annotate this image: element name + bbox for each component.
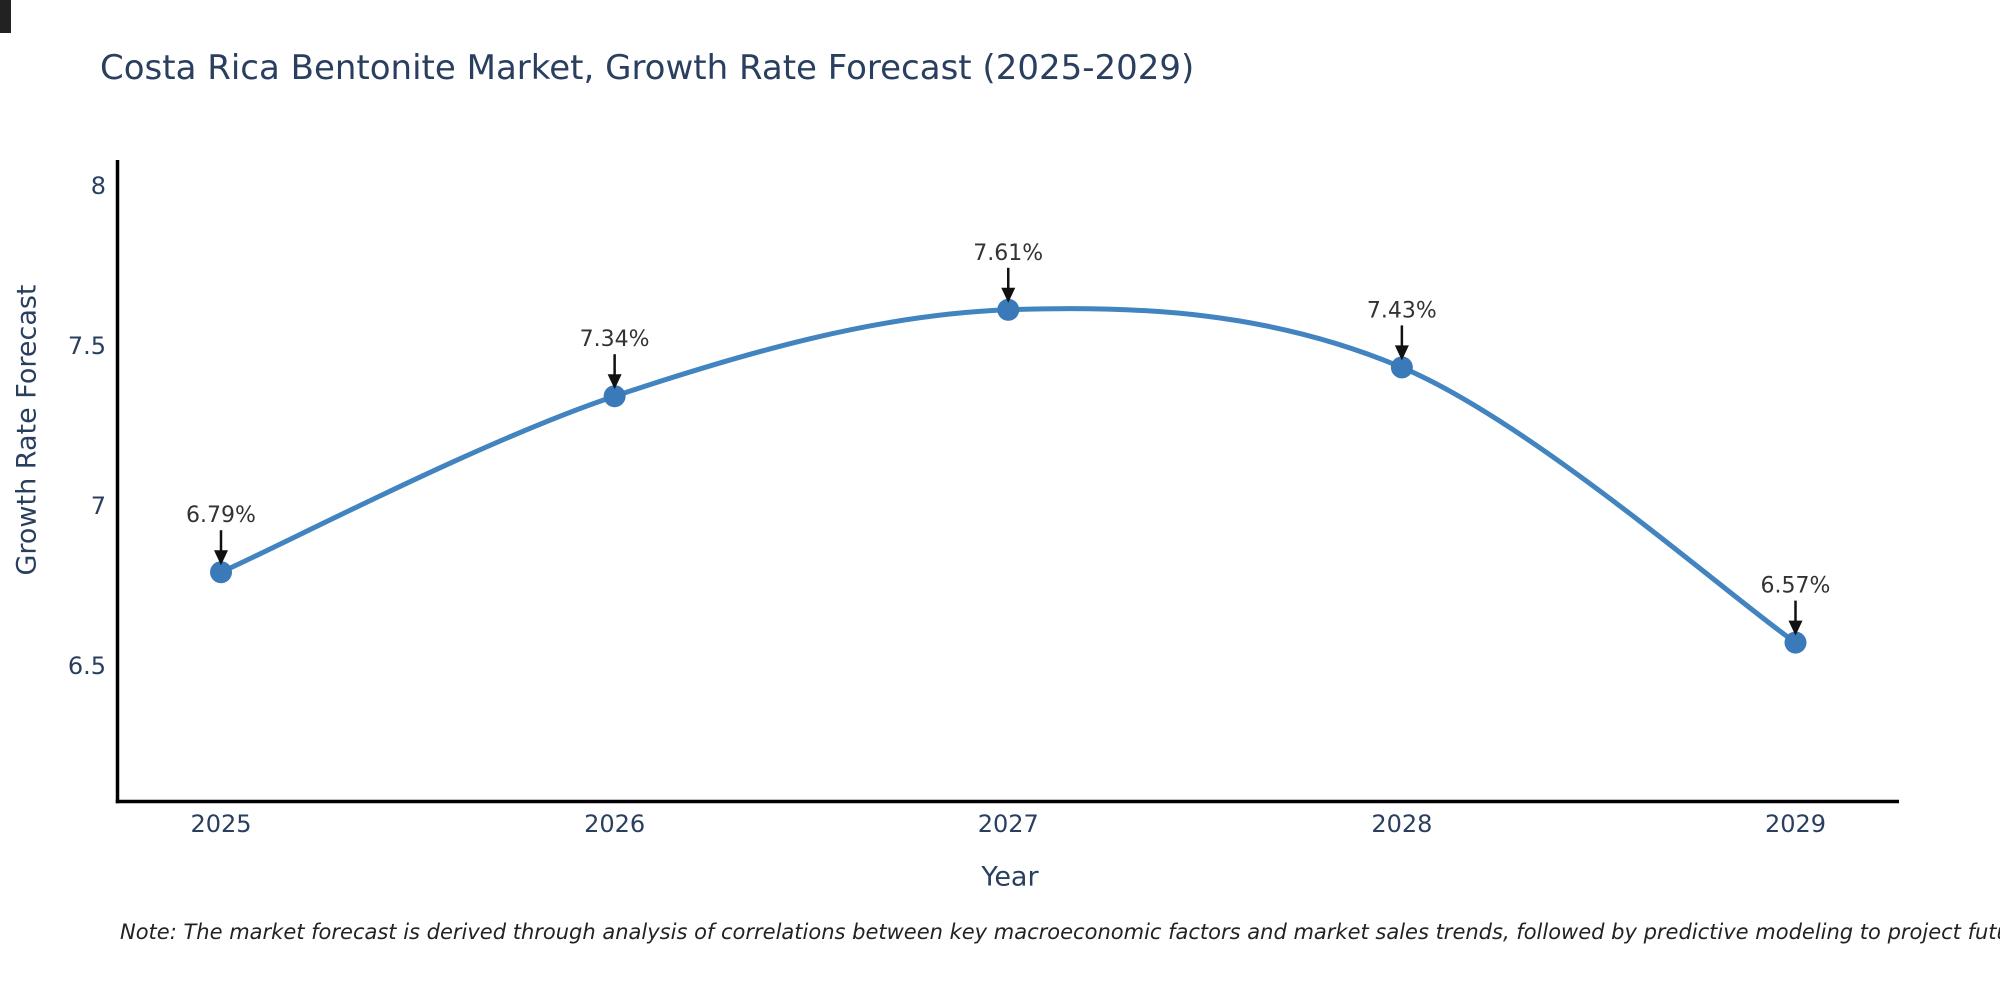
chart-title: Costa Rica Bentonite Market, Growth Rate… <box>100 48 1195 88</box>
x-tick-label: 2027 <box>978 810 1039 838</box>
annotation-arrowhead <box>1001 287 1016 303</box>
y-tick-label: 8 <box>91 172 106 200</box>
screen-corner-artifact <box>0 0 11 33</box>
data-point-label: 7.34% <box>580 327 650 352</box>
x-axis-title: Year <box>981 861 1039 893</box>
y-tick-label: 7 <box>91 492 106 520</box>
y-axis-title: Growth Rate Forecast <box>11 284 43 576</box>
data-point-label: 7.43% <box>1367 298 1437 323</box>
data-point-marker <box>1784 631 1807 654</box>
y-tick-label: 7.5 <box>68 332 106 360</box>
data-point-marker <box>210 561 232 584</box>
data-point-marker <box>997 298 1020 321</box>
data-point-label: 6.57% <box>1761 574 1831 599</box>
data-point-marker <box>603 385 626 408</box>
annotation-arrowhead <box>1394 345 1409 361</box>
data-point-label: 7.61% <box>973 241 1043 266</box>
annotation-arrowhead <box>607 374 622 390</box>
x-tick-label: 2025 <box>190 810 251 838</box>
annotation-arrowhead <box>214 550 228 566</box>
y-tick-label: 6.5 <box>68 652 106 680</box>
annotation-arrowhead <box>1788 620 1803 636</box>
x-tick-label: 2028 <box>1371 810 1432 838</box>
trend-line <box>218 306 1798 646</box>
footnote: Note: The market forecast is derived thr… <box>120 920 2000 944</box>
x-tick-label: 2026 <box>584 810 645 838</box>
x-tick-label: 2029 <box>1765 810 1826 838</box>
data-point-marker <box>1390 356 1413 379</box>
data-point-label: 6.79% <box>186 503 256 528</box>
